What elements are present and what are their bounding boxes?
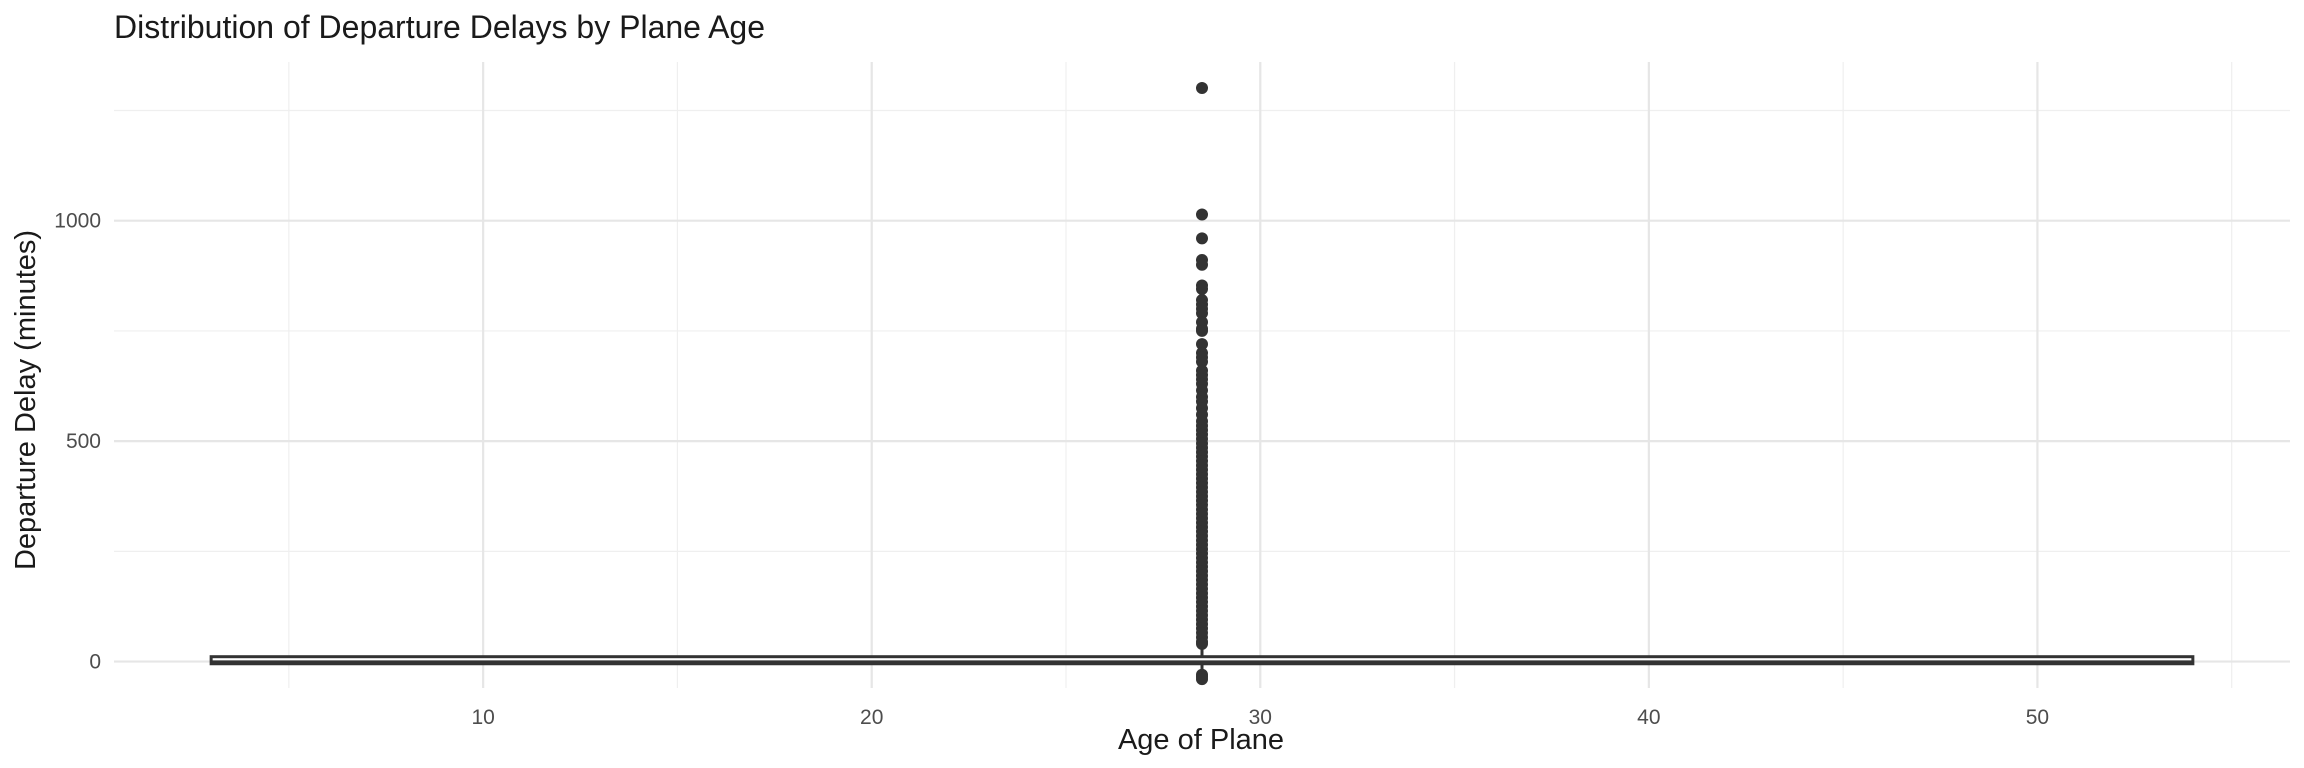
outlier-point [1196, 283, 1208, 296]
outlier-point [1196, 258, 1208, 271]
y-tick-label: 500 [66, 430, 101, 453]
y-tick-label: 0 [89, 651, 101, 674]
y-axis-title: Departure Delay (minutes) [10, 230, 42, 570]
x-tick-label: 50 [2026, 706, 2049, 729]
x-axis-title: Age of Plane [1118, 724, 1284, 756]
outlier-points [1196, 82, 1208, 686]
outlier-point [1196, 673, 1208, 686]
outlier-point [1196, 637, 1208, 650]
outlier-point [1196, 208, 1208, 221]
outlier-point [1196, 338, 1208, 351]
outlier-point [1196, 355, 1208, 368]
outlier-point [1196, 307, 1208, 320]
x-tick-label: 20 [860, 706, 883, 729]
outlier-point [1196, 232, 1208, 245]
x-tick-label: 40 [1637, 706, 1660, 729]
outlier-point [1196, 324, 1208, 337]
x-tick-label: 30 [1249, 706, 1272, 729]
outlier-point [1196, 82, 1208, 95]
x-tick-label: 10 [471, 706, 494, 729]
y-tick-label: 1000 [54, 210, 101, 233]
chart-title: Distribution of Departure Delays by Plan… [114, 9, 765, 45]
boxplot [209, 646, 2195, 671]
